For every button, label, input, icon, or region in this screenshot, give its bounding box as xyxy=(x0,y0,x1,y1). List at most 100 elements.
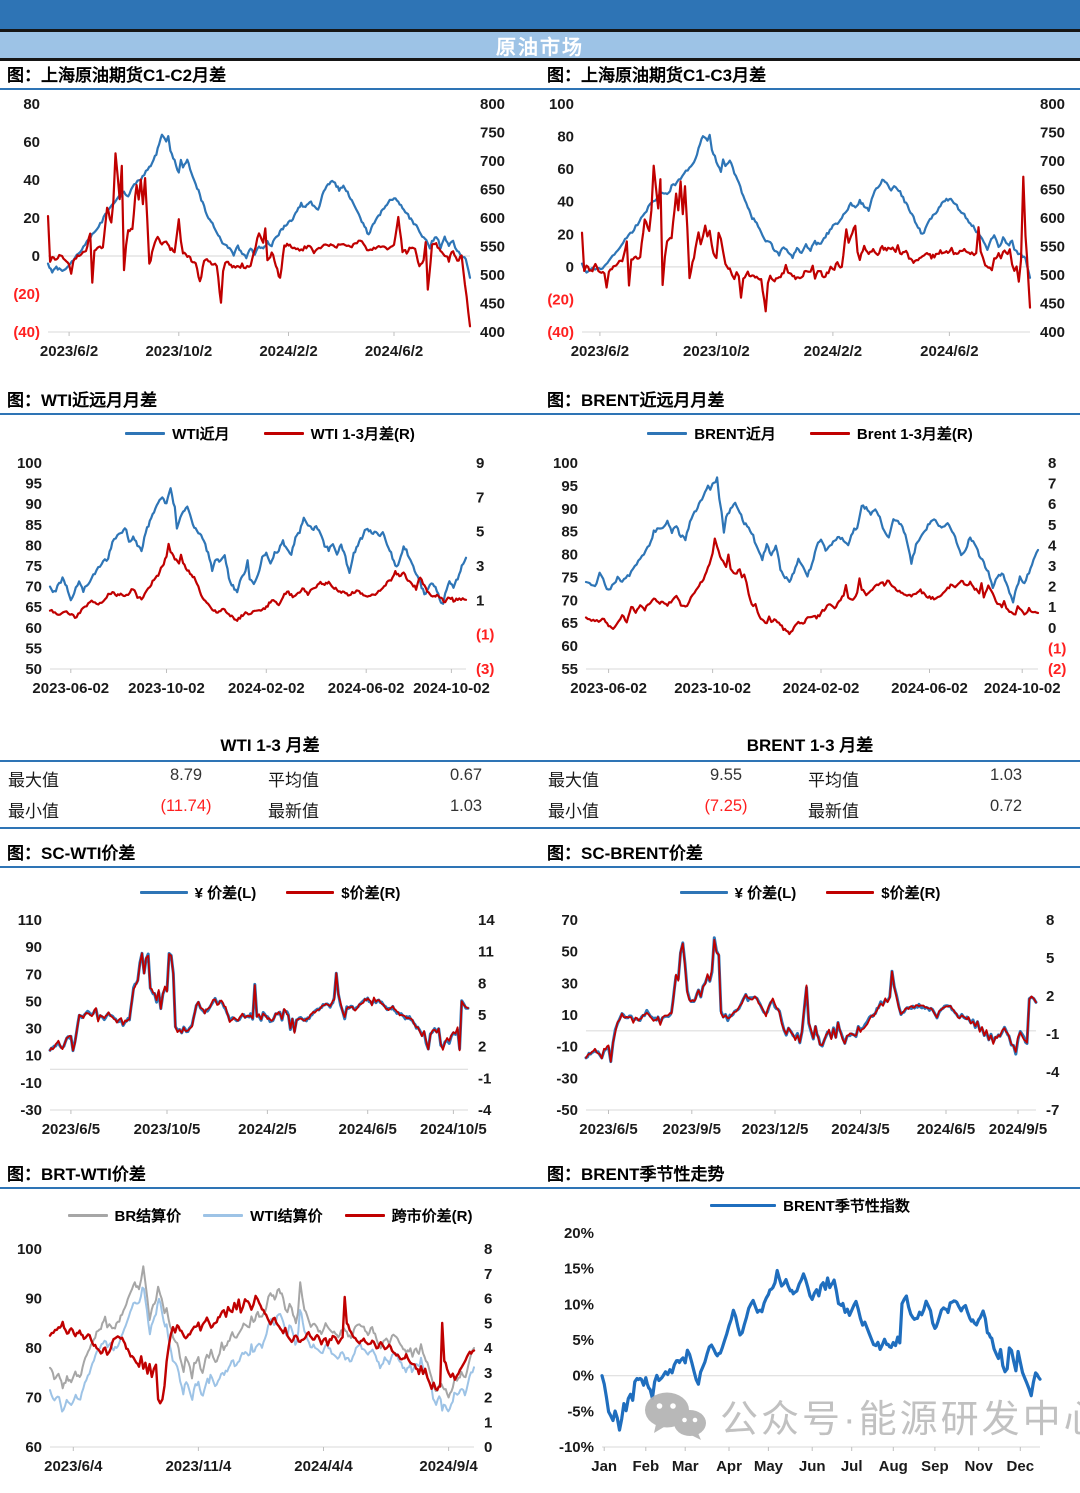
legend-item: Brent 1-3月差(R) xyxy=(809,423,973,444)
spread-stats-section: WTI 1-3 月差 BRENT 1-3 月差 最大值 8.79 平均值 0.67 最小… xyxy=(0,731,1080,829)
chart-title: 图：BRT-WTI价差 xyxy=(0,1160,540,1189)
chart-row-2: 图：WTI近远月月差 100 95 90 85 80 75 70 65 60 55 50 9 7 5 3 1(… xyxy=(0,386,1080,715)
svg-text:2023/11/4: 2023/11/4 xyxy=(165,1458,232,1475)
svg-text:(1): (1) xyxy=(476,627,494,644)
svg-text:1: 1 xyxy=(484,1414,492,1431)
chart-legend: ¥ 价差(L) $价差(R) xyxy=(540,882,1080,903)
legend-item: WTI近月 xyxy=(125,423,230,444)
svg-text:10%: 10% xyxy=(564,1296,594,1313)
svg-text:60: 60 xyxy=(23,134,40,151)
svg-text:80: 80 xyxy=(23,96,40,113)
legend-swatch-icon xyxy=(139,891,188,894)
svg-text:500: 500 xyxy=(480,267,505,284)
svg-text:2024-02-02: 2024-02-02 xyxy=(228,680,305,697)
svg-text:2024/9/4: 2024/9/4 xyxy=(419,1458,478,1475)
svg-text:3: 3 xyxy=(484,1365,492,1382)
legend-label: $价差(R) xyxy=(881,885,941,902)
svg-text:60: 60 xyxy=(25,620,42,637)
svg-text:Feb: Feb xyxy=(632,1458,659,1475)
svg-text:100: 100 xyxy=(553,455,578,472)
line-chart-svg: 110 90 70 50 30 10 -10 -30 14 11 8 5 2 -1 -4 2023/6/5 20… xyxy=(18,912,496,1138)
legend-swatch-icon xyxy=(286,891,335,894)
svg-text:-30: -30 xyxy=(20,1102,42,1119)
svg-text:3: 3 xyxy=(1048,558,1056,575)
svg-text:2023/10/5: 2023/10/5 xyxy=(134,1121,201,1138)
svg-text:5%: 5% xyxy=(572,1332,594,1349)
chart-legend: BRENT季节性指数 xyxy=(540,1195,1080,1216)
chart-legend: ¥ 价差(L) $价差(R) xyxy=(0,882,540,903)
svg-text:8: 8 xyxy=(484,1241,492,1258)
svg-text:20: 20 xyxy=(557,226,574,243)
line-chart-svg: 1009590858075706560555097531(1)(3)2023-0… xyxy=(17,455,494,697)
stat-value: 1.03 xyxy=(449,797,483,815)
stat-value: 8.79 xyxy=(169,766,203,784)
svg-text:0: 0 xyxy=(484,1439,492,1456)
svg-text:800: 800 xyxy=(480,96,505,113)
data-series-line xyxy=(48,542,468,622)
legend-item: WTI 1-3月差(R) xyxy=(263,423,415,444)
svg-text:2023-06-02: 2023-06-02 xyxy=(570,680,647,697)
data-series-line xyxy=(49,952,469,1052)
svg-text:2024/6/2: 2024/6/2 xyxy=(920,343,978,360)
data-series-line xyxy=(46,152,472,328)
legend-swatch-icon xyxy=(203,1214,244,1217)
svg-text:450: 450 xyxy=(480,296,505,313)
stat-value: (11.74) xyxy=(160,797,212,815)
svg-text:70: 70 xyxy=(25,579,42,596)
legend-swatch-icon xyxy=(710,1204,777,1207)
svg-text:(40): (40) xyxy=(547,324,574,341)
section-banner: 原油市场 xyxy=(0,32,1080,61)
svg-text:110: 110 xyxy=(18,912,42,929)
legend-item: ¥ 价差(L) xyxy=(139,882,256,903)
stat-label: 平均值 xyxy=(268,771,319,790)
svg-text:2: 2 xyxy=(1048,579,1056,596)
data-series-line xyxy=(48,487,468,605)
section-title: 原油市场 xyxy=(496,36,584,59)
chart-title: 图：BRENT近远月月差 xyxy=(540,386,1080,415)
svg-text:2024-02-02: 2024-02-02 xyxy=(783,680,860,697)
svg-text:7: 7 xyxy=(1048,476,1056,493)
legend-label: WTI结算价 xyxy=(250,1208,323,1225)
svg-text:75: 75 xyxy=(25,558,42,575)
svg-text:4: 4 xyxy=(484,1340,493,1357)
svg-text:500: 500 xyxy=(1040,267,1065,284)
svg-text:55: 55 xyxy=(25,640,42,657)
svg-text:2024-06-02: 2024-06-02 xyxy=(328,680,405,697)
chart-panel-wti-spread: 图：WTI近远月月差 100 95 90 85 80 75 70 65 60 55 50 9 7 5 3 1(… xyxy=(0,386,540,715)
svg-text:55: 55 xyxy=(561,661,578,678)
svg-text:5: 5 xyxy=(478,1007,486,1024)
legend-item: WTI结算价 xyxy=(203,1205,323,1226)
svg-text:2023/6/5: 2023/6/5 xyxy=(579,1121,637,1138)
svg-text:Jan: Jan xyxy=(591,1458,617,1475)
chart-title: 图：SC-BRENT价差 xyxy=(540,839,1080,868)
svg-text:100: 100 xyxy=(17,1241,42,1258)
svg-text:80: 80 xyxy=(25,537,42,554)
svg-text:(20): (20) xyxy=(13,286,40,303)
legend-swatch-icon xyxy=(679,891,728,894)
line-chart-svg: 20% 15% 10% 5% 0% -5% -10% Jan Feb Mar Apr May Jun Ju… xyxy=(559,1225,1042,1475)
svg-text:90: 90 xyxy=(25,939,42,956)
data-series-line xyxy=(585,938,1037,1063)
stat-label: 最大值 xyxy=(548,771,599,790)
line-chart-svg: 100 80 60 40 20 0 (20) (40) 800 750 700 650 600 550 50… xyxy=(547,96,1065,360)
legend-label: 跨市价差(R) xyxy=(391,1208,473,1225)
svg-text:80: 80 xyxy=(25,1340,42,1357)
svg-text:11: 11 xyxy=(478,944,494,961)
legend-swatch-icon xyxy=(647,432,688,435)
svg-text:50: 50 xyxy=(25,661,42,678)
legend-item: BRENT近月 xyxy=(647,423,776,444)
svg-text:2023/6/2: 2023/6/2 xyxy=(571,343,629,360)
svg-text:(20): (20) xyxy=(547,291,574,308)
svg-text:600: 600 xyxy=(1040,210,1065,227)
chart-title: 图：上海原油期货C1-C2月差 xyxy=(0,61,540,90)
svg-text:450: 450 xyxy=(1040,296,1065,313)
chart-title: 图：SC-WTI价差 xyxy=(0,839,540,868)
legend-swatch-icon xyxy=(344,1214,385,1217)
legend-item: 跨市价差(R) xyxy=(344,1205,473,1226)
svg-text:2023/12/5: 2023/12/5 xyxy=(742,1121,809,1138)
svg-text:60: 60 xyxy=(557,161,574,178)
chart-canvas: 100 95 90 85 80 75 70 65 60 55 50 9 7 5 3 1 (1) (3) 2023-0… xyxy=(0,415,540,715)
line-chart-svg: 100 90 80 70 60 8 7 6 5 4 3 2 1 0 2023/6/4 2023/11/4 202… xyxy=(17,1241,493,1475)
svg-text:3: 3 xyxy=(476,558,484,575)
